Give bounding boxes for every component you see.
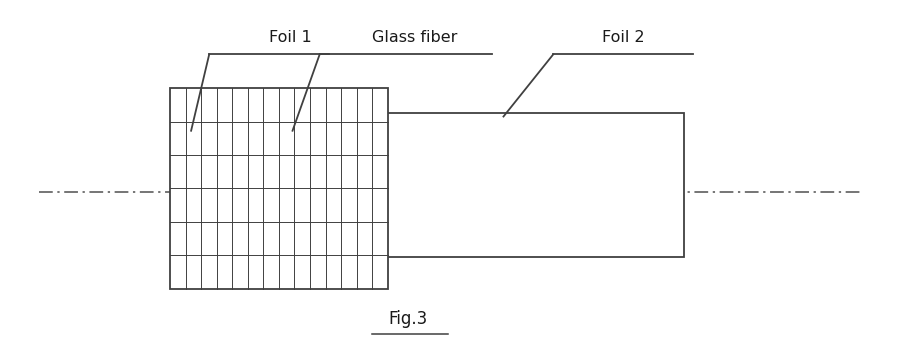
Text: Foil 2: Foil 2 bbox=[601, 30, 644, 45]
Bar bbox=[384, 113, 683, 257]
Text: Foil 1: Foil 1 bbox=[270, 30, 312, 45]
Text: Fig.3: Fig.3 bbox=[389, 310, 428, 328]
Text: Glass fiber: Glass fiber bbox=[372, 30, 457, 45]
Bar bbox=[170, 88, 387, 289]
